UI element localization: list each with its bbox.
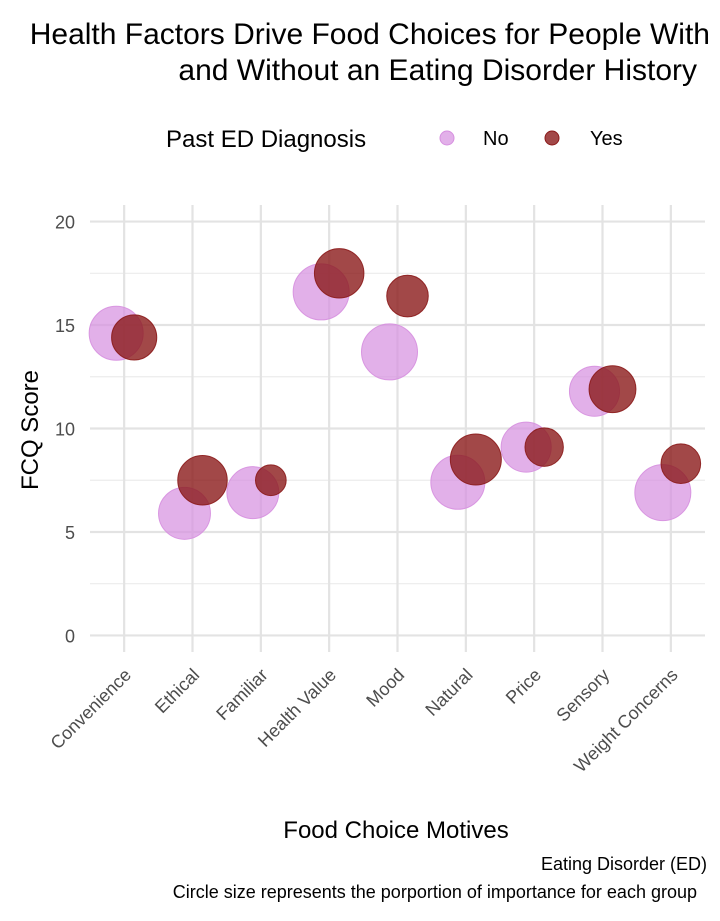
y-tick-label: 0 xyxy=(65,626,75,646)
x-axis-title: Food Choice Motives xyxy=(283,817,508,844)
x-tick-label: Mood xyxy=(362,665,408,711)
legend: Past ED Diagnosis No Yes xyxy=(166,126,623,153)
y-tick-label: 15 xyxy=(55,316,75,336)
legend-label-yes: Yes xyxy=(590,128,623,150)
point-yes-ethical xyxy=(177,455,228,506)
chart-title-line-2: and Without an Eating Disorder History xyxy=(178,54,697,87)
point-yes-natural xyxy=(449,433,502,486)
caption-line-1: Eating Disorder (ED) xyxy=(541,854,707,874)
y-tick-label: 10 xyxy=(55,420,75,440)
y-axis-title: FCQ Score xyxy=(17,370,44,490)
caption-line-2: Circle size represents the porportion of… xyxy=(173,882,697,902)
y-axis-ticks: 0 5 10 15 20 xyxy=(55,213,75,647)
y-tick-label: 20 xyxy=(55,213,75,233)
point-yes-familiar xyxy=(254,464,287,497)
point-yes-convenience xyxy=(111,314,158,361)
point-yes-price xyxy=(524,427,564,467)
data-points xyxy=(88,248,702,540)
point-yes-sensory xyxy=(588,365,637,414)
point-yes-weight-concerns xyxy=(660,443,702,484)
x-tick-label: Convenience xyxy=(47,665,135,753)
legend-title: Past ED Diagnosis xyxy=(166,126,366,153)
x-tick-label: Price xyxy=(502,665,545,708)
legend-label-no: No xyxy=(483,128,509,150)
y-tick-label: 5 xyxy=(65,523,75,543)
x-tick-label: Ethical xyxy=(151,665,203,717)
legend-key-no xyxy=(439,130,455,146)
x-tick-label: Sensory xyxy=(552,665,613,726)
point-no-mood xyxy=(361,323,418,381)
grid xyxy=(90,205,705,652)
point-yes-health-value xyxy=(313,248,365,299)
x-tick-label: Natural xyxy=(421,665,476,720)
point-yes-mood xyxy=(386,274,429,318)
chart-title-line-1: Health Factors Drive Food Choices for Pe… xyxy=(30,18,710,51)
legend-key-yes xyxy=(544,130,560,146)
x-tick-label: Familiar xyxy=(212,665,271,724)
